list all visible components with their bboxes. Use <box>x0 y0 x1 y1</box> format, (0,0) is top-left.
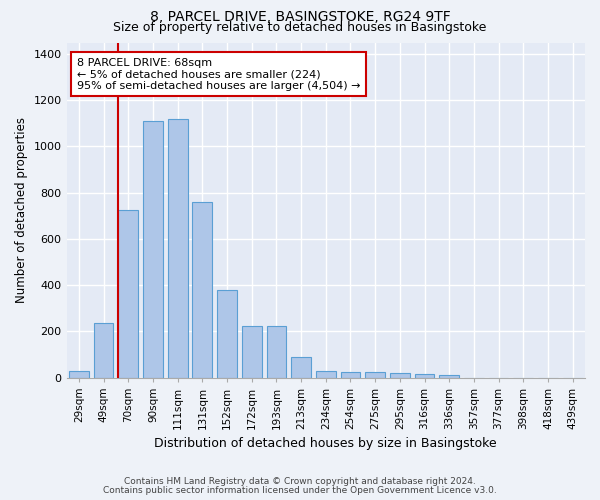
Text: Contains public sector information licensed under the Open Government Licence v3: Contains public sector information licen… <box>103 486 497 495</box>
Bar <box>217 290 237 378</box>
X-axis label: Distribution of detached houses by size in Basingstoke: Distribution of detached houses by size … <box>154 437 497 450</box>
Bar <box>390 373 410 378</box>
Bar <box>316 370 335 378</box>
Bar <box>291 356 311 378</box>
Bar <box>193 202 212 378</box>
Text: 8 PARCEL DRIVE: 68sqm
← 5% of detached houses are smaller (224)
95% of semi-deta: 8 PARCEL DRIVE: 68sqm ← 5% of detached h… <box>77 58 361 91</box>
Bar <box>439 375 459 378</box>
Bar <box>118 210 138 378</box>
Bar <box>415 374 434 378</box>
Text: Size of property relative to detached houses in Basingstoke: Size of property relative to detached ho… <box>113 21 487 34</box>
Bar <box>69 370 89 378</box>
Bar <box>94 323 113 378</box>
Bar <box>168 118 188 378</box>
Bar <box>341 372 361 378</box>
Bar <box>266 326 286 378</box>
Y-axis label: Number of detached properties: Number of detached properties <box>15 117 28 303</box>
Bar <box>143 121 163 378</box>
Text: Contains HM Land Registry data © Crown copyright and database right 2024.: Contains HM Land Registry data © Crown c… <box>124 477 476 486</box>
Text: 8, PARCEL DRIVE, BASINGSTOKE, RG24 9TF: 8, PARCEL DRIVE, BASINGSTOKE, RG24 9TF <box>149 10 451 24</box>
Bar <box>365 372 385 378</box>
Bar <box>242 326 262 378</box>
